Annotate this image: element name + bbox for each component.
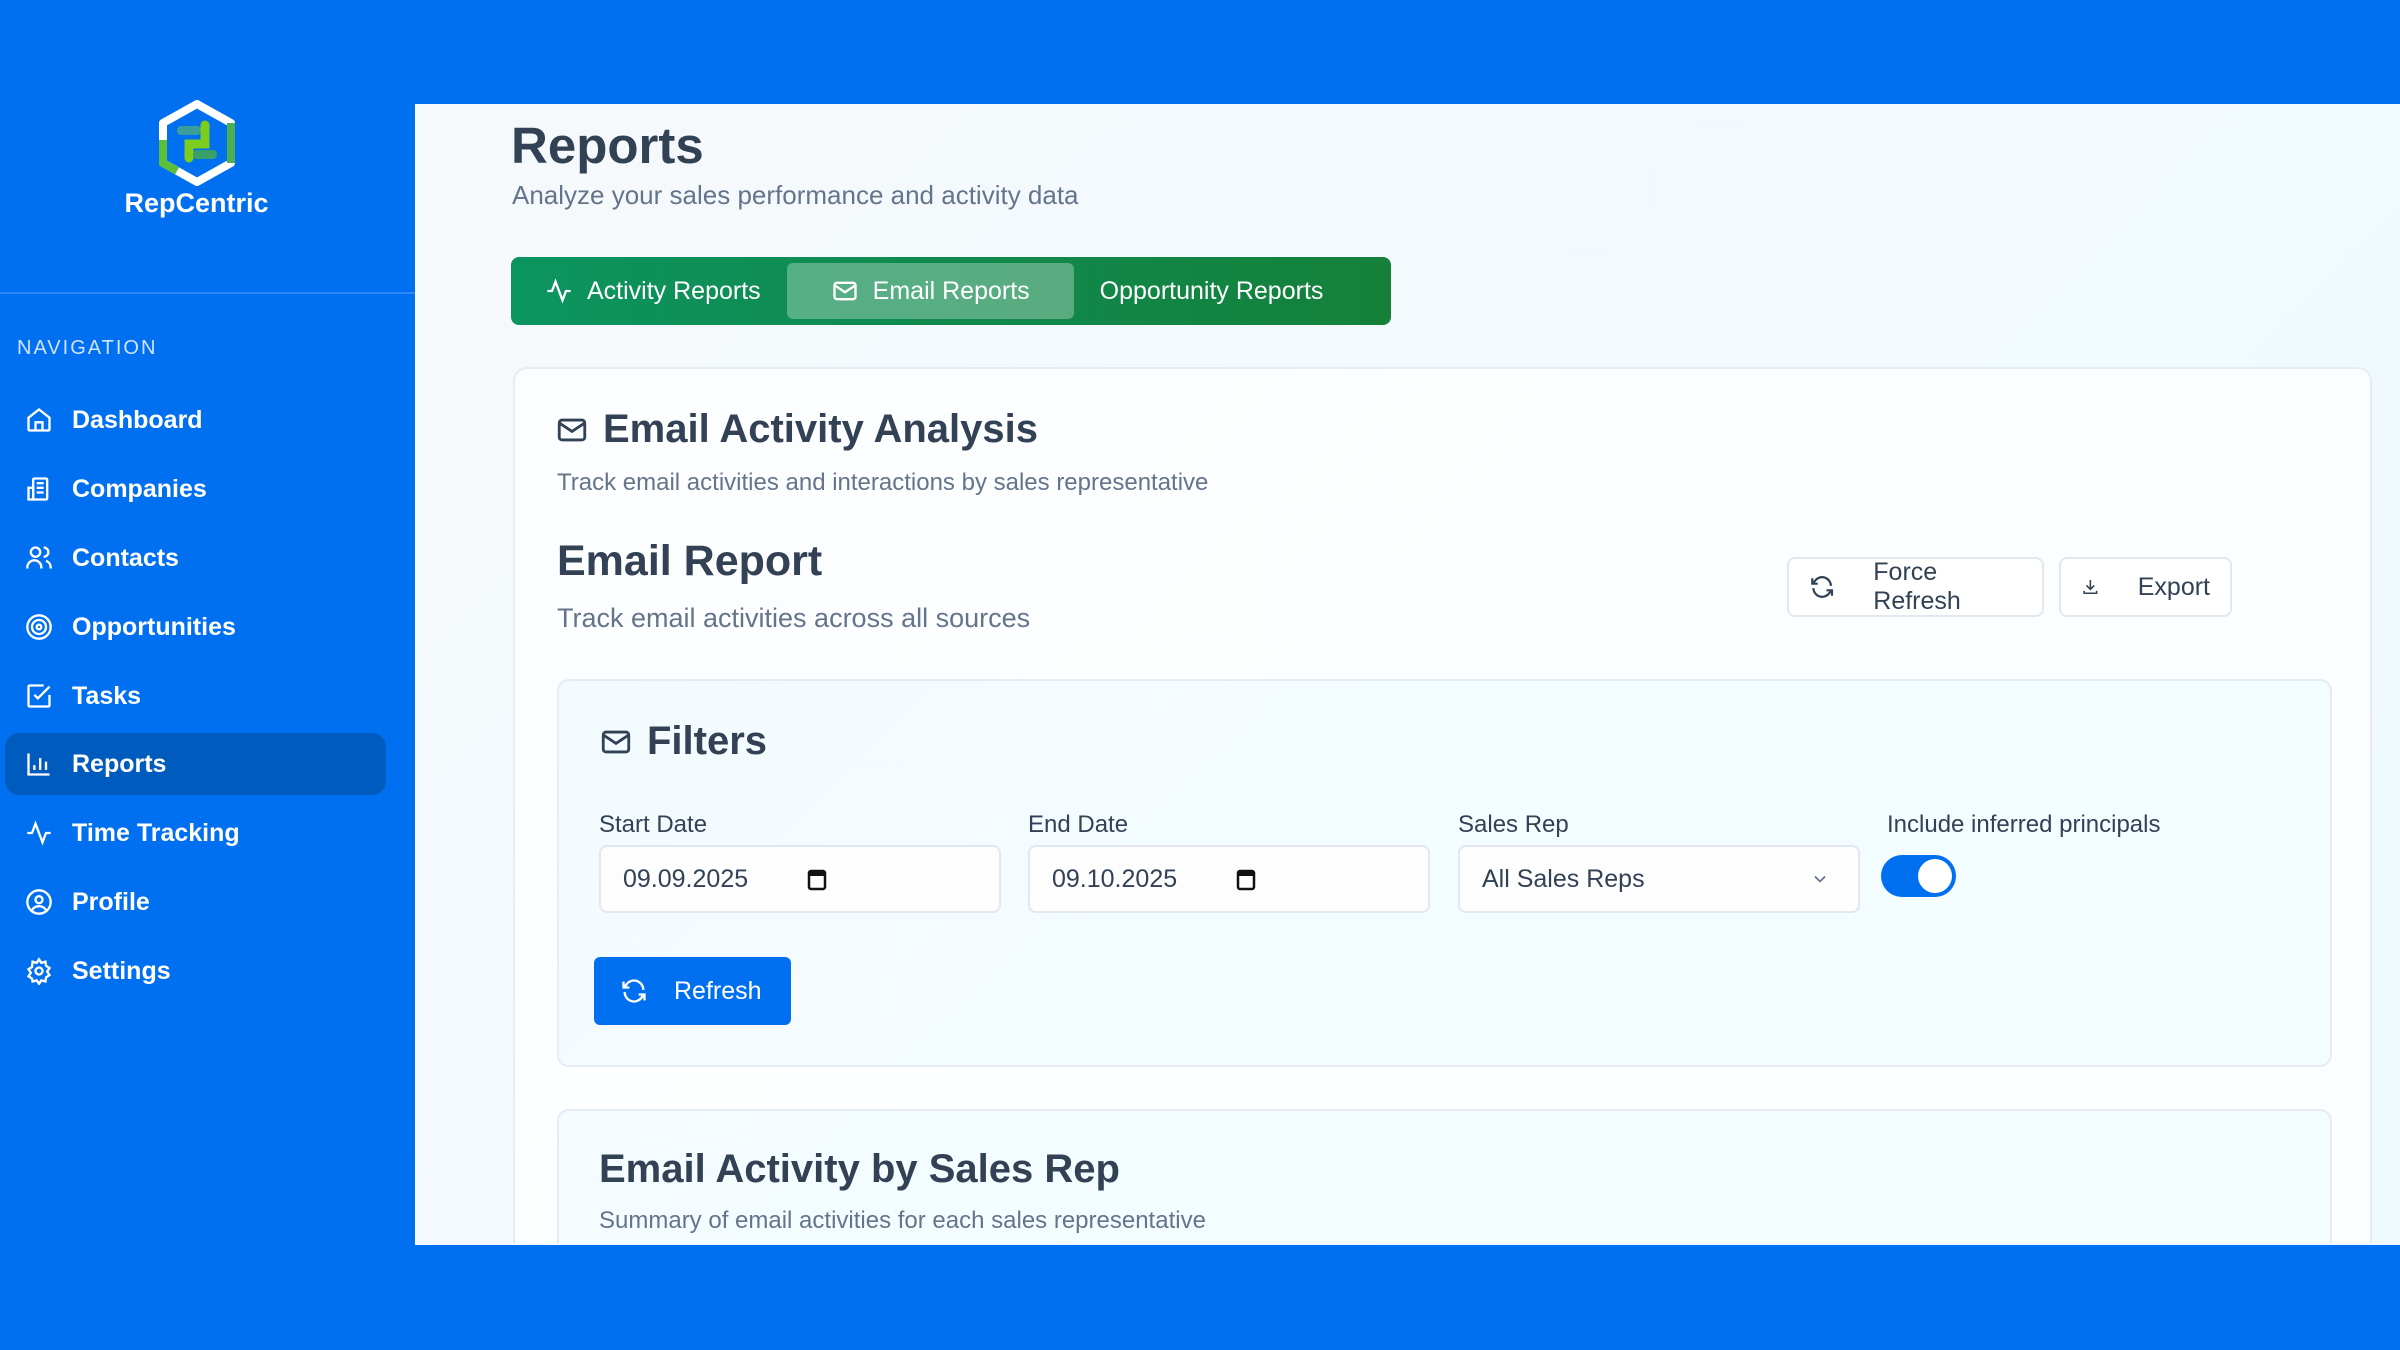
sidebar-item-label: Time Tracking — [72, 818, 240, 847]
export-button[interactable]: Export — [2059, 557, 2232, 617]
tab-label: Activity Reports — [587, 276, 761, 305]
user-circle-icon — [26, 889, 52, 915]
by-rep-title: Email Activity by Sales Rep — [599, 1147, 1120, 1191]
sidebar-item-contacts[interactable]: Contacts — [5, 527, 386, 589]
report-subtitle: Track email activities across all source… — [557, 603, 1031, 633]
tab-activity-reports[interactable]: Activity Reports — [519, 263, 787, 319]
sidebar-item-label: Companies — [72, 474, 207, 503]
end-date-input[interactable]: 09.10.2025 — [1028, 845, 1430, 913]
refresh-button[interactable]: Refresh — [594, 957, 791, 1025]
calendar-icon[interactable] — [806, 867, 828, 891]
gear-icon — [26, 957, 52, 985]
refresh-label: Refresh — [674, 976, 762, 1005]
activity-icon — [27, 820, 51, 846]
refresh-icon — [622, 979, 646, 1003]
calendar-icon[interactable] — [1235, 867, 1257, 891]
nav-heading: NAVIGATION — [17, 337, 158, 359]
download-icon — [2083, 579, 2098, 595]
analysis-subtitle: Track email activities and interactions … — [557, 469, 1209, 496]
brand-name: RepCentric — [124, 188, 269, 218]
include-inferred-label: Include inferred principals — [1887, 811, 2161, 838]
mail-icon — [601, 730, 631, 753]
checkbox-icon — [27, 684, 51, 708]
sidebar-item-label: Reports — [72, 749, 167, 778]
users-icon — [26, 546, 52, 569]
sidebar-item-companies[interactable]: Companies — [5, 458, 386, 520]
sidebar-item-label: Contacts — [72, 543, 179, 572]
main-content: Reports Analyze your sales performance a… — [415, 104, 2400, 1245]
force-refresh-button[interactable]: Force Refresh — [1787, 557, 2044, 617]
report-title: Email Report — [557, 537, 823, 585]
building-icon — [27, 477, 49, 501]
mail-icon — [557, 418, 587, 441]
start-date-value: 09.09.2025 — [623, 864, 749, 893]
sidebar-divider — [0, 292, 415, 294]
sidebar-item-dashboard[interactable]: Dashboard — [5, 389, 386, 451]
include-inferred-toggle[interactable] — [1881, 855, 1956, 897]
tab-email-reports[interactable]: Email Reports — [786, 263, 1074, 319]
sidebar-item-opportunities[interactable]: Opportunities — [5, 596, 386, 658]
start-date-input[interactable]: 09.09.2025 — [599, 845, 1001, 913]
page-subtitle: Analyze your sales performance and activ… — [512, 180, 1079, 210]
filters-title-text: Filters — [647, 719, 768, 763]
repcentric-logo-icon — [158, 100, 235, 186]
end-date-value: 09.10.2025 — [1052, 864, 1178, 893]
start-date-label: Start Date — [599, 811, 708, 838]
sales-rep-select[interactable]: All Sales Reps — [1458, 845, 1860, 913]
activity-icon — [547, 278, 571, 304]
sidebar-item-reports[interactable]: Reports — [5, 733, 386, 795]
sidebar: RepCentric NAVIGATION Dashboard Companie… — [0, 0, 415, 1245]
by-rep-subtitle: Summary of email activities for each sal… — [599, 1207, 1206, 1234]
logo[interactable]: RepCentric — [0, 100, 393, 219]
tab-label: Opportunity Reports — [1099, 276, 1324, 305]
page-title: Reports — [511, 117, 704, 174]
filters-title: Filters — [599, 719, 767, 764]
tab-label: Email Reports — [872, 276, 1030, 305]
email-by-rep-panel: Email Activity by Sales Rep Summary of e… — [557, 1109, 2332, 1243]
analysis-title-text: Email Activity Analysis — [603, 407, 1038, 451]
report-tabs: Activity Reports Email Reports Opportuni… — [511, 257, 1391, 325]
sidebar-item-label: Profile — [72, 887, 150, 916]
sidebar-item-settings[interactable]: Settings — [5, 940, 386, 1002]
bar-chart-icon — [27, 753, 50, 776]
sidebar-item-tasks[interactable]: Tasks — [5, 665, 386, 727]
sales-rep-label: Sales Rep — [1458, 811, 1569, 838]
sidebar-item-label: Dashboard — [72, 405, 203, 434]
end-date-label: End Date — [1028, 811, 1129, 838]
sidebar-item-label: Tasks — [72, 681, 142, 710]
sidebar-item-time-tracking[interactable]: Time Tracking — [5, 802, 386, 864]
sidebar-item-profile[interactable]: Profile — [5, 871, 386, 933]
tab-opportunity-reports[interactable]: Opportunity Reports — [1074, 263, 1350, 319]
chevron-down-icon — [1814, 875, 1826, 883]
mail-icon — [833, 281, 857, 301]
sales-rep-value: All Sales Reps — [1482, 864, 1645, 893]
analysis-title: Email Activity Analysis — [555, 407, 1038, 452]
force-refresh-label: Force Refresh — [1873, 558, 1961, 615]
export-label: Export — [2137, 572, 2210, 601]
target-icon — [26, 614, 52, 640]
filters-panel: Filters Start Date End Date Sales Rep In… — [557, 679, 2332, 1067]
sidebar-item-label: Opportunities — [72, 612, 236, 641]
refresh-icon — [1811, 576, 1834, 598]
home-icon — [27, 408, 51, 432]
sidebar-item-label: Settings — [72, 956, 171, 985]
email-analysis-card: Email Activity Analysis Track email acti… — [513, 367, 2372, 1243]
